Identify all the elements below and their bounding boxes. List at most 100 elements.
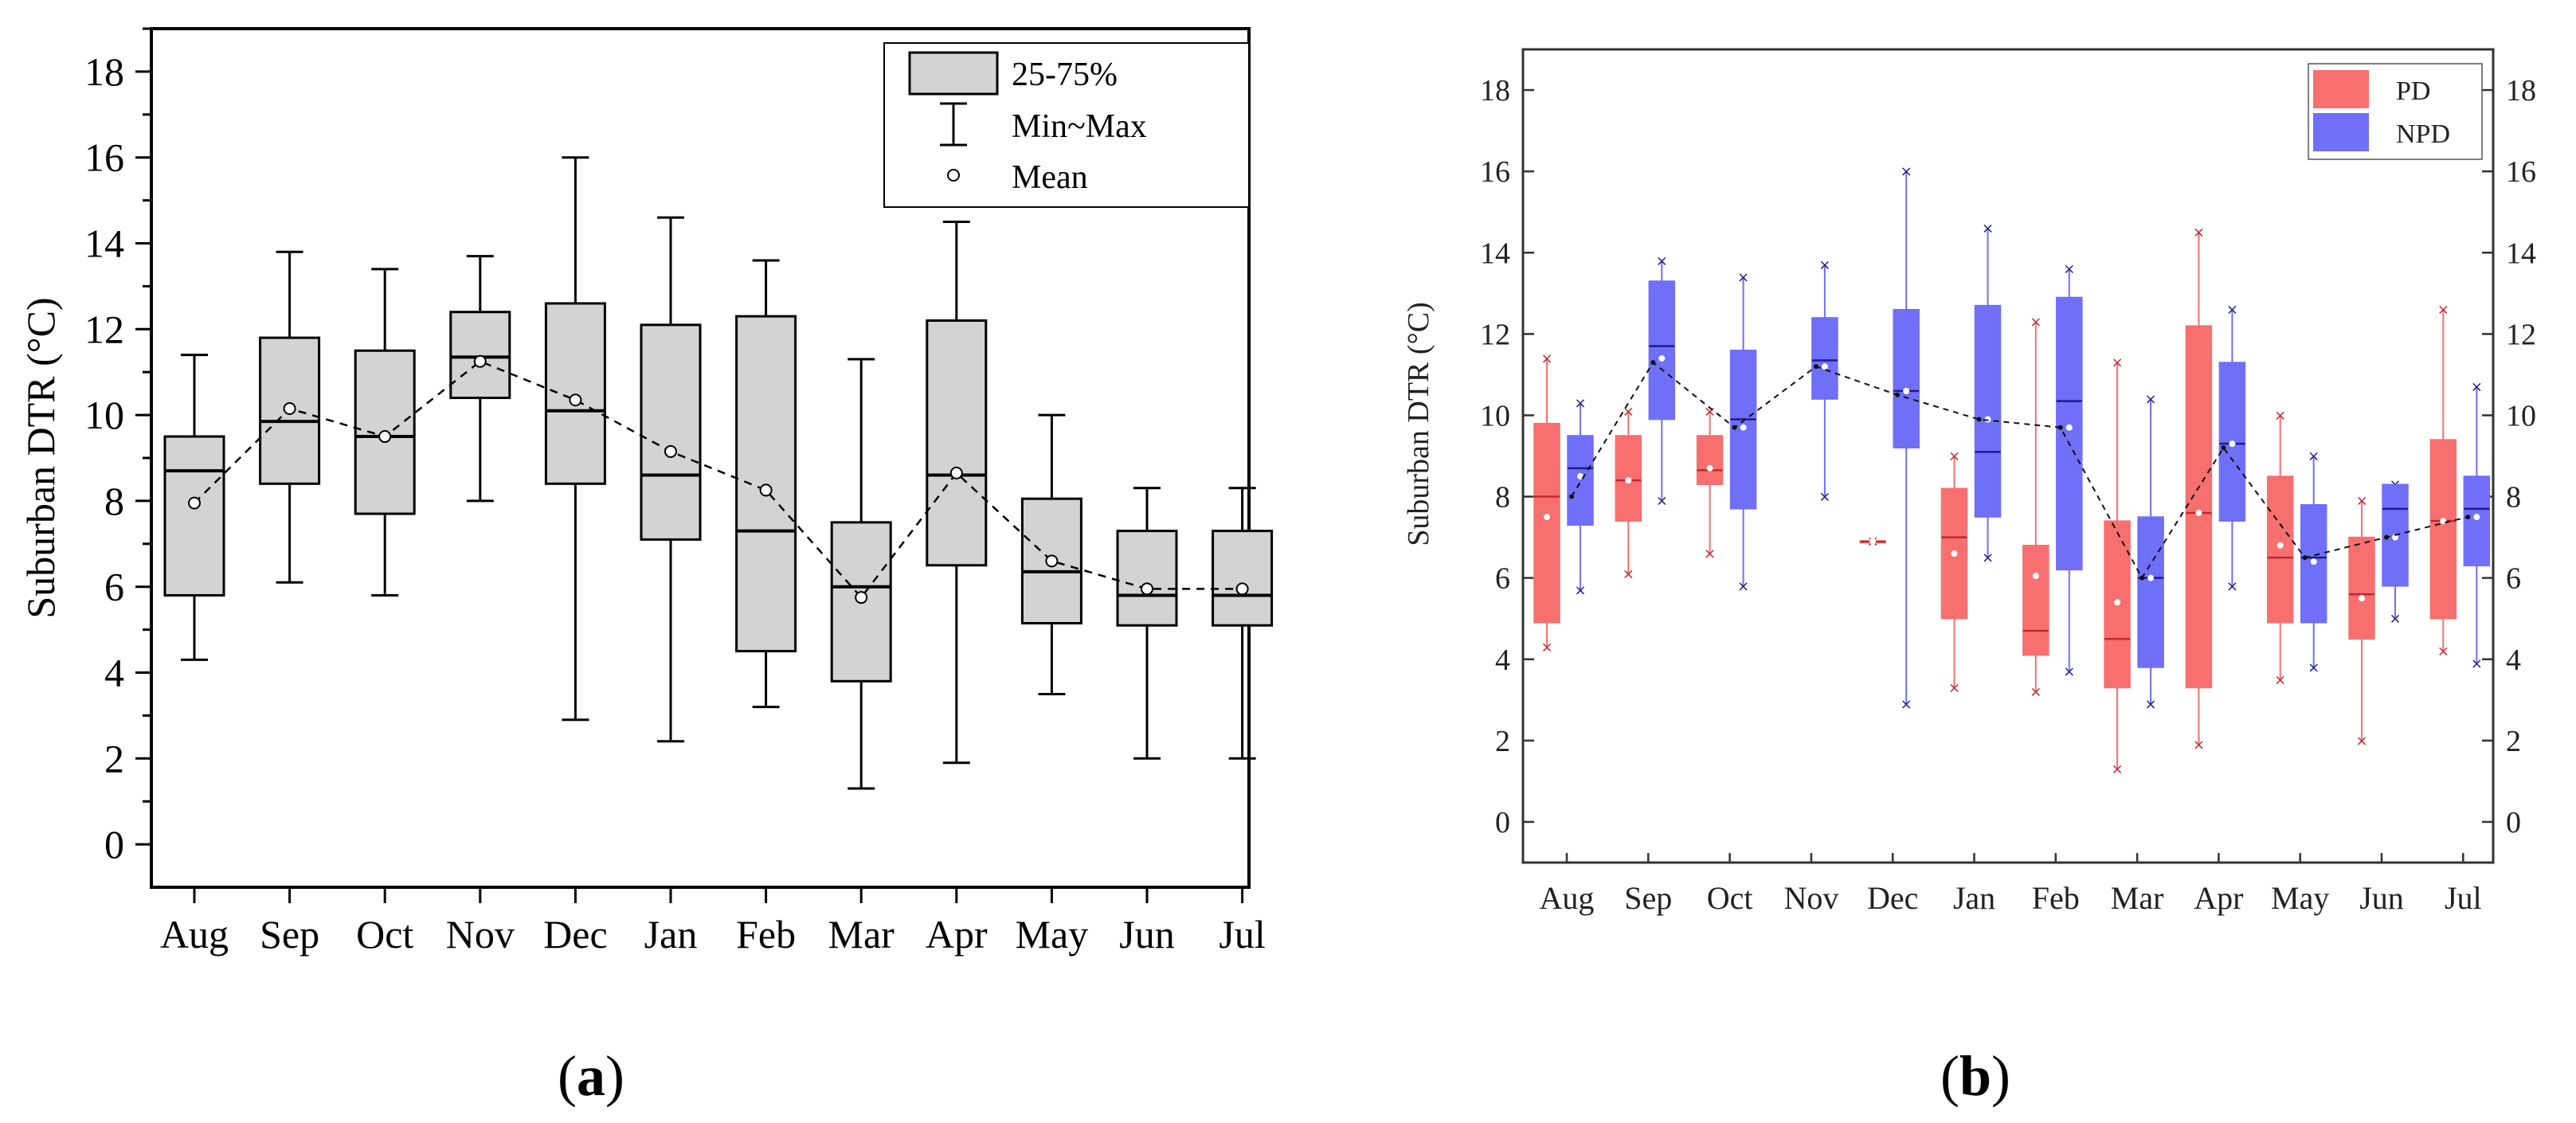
mean-point xyxy=(1235,582,1249,596)
x-tick-label: May xyxy=(2271,880,2329,916)
x-tick-label: Jul xyxy=(1219,912,1265,957)
x-tick-label: Mar xyxy=(828,912,895,957)
y-tick-label: 8 xyxy=(104,479,124,523)
mean-point xyxy=(2310,558,2317,565)
chart-b: 0 0 2 2 4 4 6 6 8 8 10 10 12 12 14 14 16 16 18 18 Suburban D… xyxy=(1402,48,2536,916)
max-marker: × xyxy=(1623,403,1634,420)
panel-label-a: (a) xyxy=(558,1044,624,1108)
box-iqr xyxy=(2463,475,2491,567)
max-marker: × xyxy=(1901,163,1912,180)
x-tick-label: Apr xyxy=(2194,880,2243,916)
box-iqr xyxy=(2137,516,2164,668)
mean-point xyxy=(1903,387,1910,394)
mean-line-point xyxy=(2465,515,2471,520)
y-tick-label: 16 xyxy=(84,135,124,180)
max-marker: × xyxy=(2274,407,2286,424)
mean-point xyxy=(1706,464,1713,472)
mean-line-point xyxy=(1895,392,1901,397)
min-marker: × xyxy=(1541,639,1552,655)
min-marker: × xyxy=(2274,671,2286,688)
min-marker: × xyxy=(2308,659,2320,676)
x-tick-label: Oct xyxy=(356,912,413,957)
mean-point xyxy=(1625,477,1632,484)
mean-point xyxy=(1045,554,1059,568)
y-tick-label: 0 xyxy=(1495,806,1510,839)
min-marker: × xyxy=(1818,489,1830,506)
mean-point xyxy=(1951,550,1958,558)
mean-line xyxy=(1571,361,2468,580)
mean-point xyxy=(2473,514,2480,521)
legend-label: Mean xyxy=(1012,159,1088,196)
mean-line-point xyxy=(1650,360,1656,366)
max-marker: × xyxy=(2063,261,2075,278)
mean-point xyxy=(2440,518,2447,525)
x-tick-label: Jan xyxy=(1953,880,1995,916)
max-marker: × xyxy=(2471,379,2483,396)
max-marker: × xyxy=(2193,225,2205,241)
mean-line xyxy=(194,360,1243,600)
y-tick-label: 18 xyxy=(84,49,124,94)
min-marker: × xyxy=(2355,733,2367,749)
y-tick-label: 4 xyxy=(1495,644,1510,677)
y-tick-label-right: 0 xyxy=(2506,806,2521,839)
y-axis-label: Suburban DTR (°C) xyxy=(1402,302,1435,546)
y-tick-label: 6 xyxy=(104,565,124,609)
mean-point xyxy=(759,483,773,497)
box-iqr xyxy=(2429,439,2457,620)
y-tick-label-right: 4 xyxy=(2506,644,2521,677)
max-marker: × xyxy=(1737,269,1749,286)
x-tick-label: Apr xyxy=(926,912,988,957)
x-tick-label: Jul xyxy=(2445,880,2482,916)
mean-point xyxy=(949,466,963,479)
x-tick-label: Jun xyxy=(2359,880,2404,916)
min-marker: × xyxy=(2193,737,2205,753)
panel-label-b: (b) xyxy=(1940,1044,2011,1108)
legend-swatch-npd xyxy=(2313,113,2369,151)
mean-point xyxy=(1869,538,1877,545)
min-marker: × xyxy=(2145,696,2157,713)
max-marker: × xyxy=(1704,403,1716,420)
box-iqr xyxy=(1696,435,1724,485)
y-tick-label: 10 xyxy=(84,393,124,437)
legend-swatch-pd xyxy=(2313,70,2369,108)
min-marker: × xyxy=(2389,611,2401,628)
y-tick-label-right: 16 xyxy=(2506,155,2536,189)
y-tick-label-right: 6 xyxy=(2506,562,2521,596)
box-iqr xyxy=(2022,545,2049,656)
legend-swatch-box xyxy=(908,51,999,96)
min-marker: × xyxy=(1948,679,1960,696)
min-marker: × xyxy=(2471,655,2483,672)
mean-line-point xyxy=(2302,555,2308,561)
mean-point xyxy=(569,393,582,407)
max-marker: × xyxy=(2437,302,2449,319)
legend-label: NPD xyxy=(2396,119,2450,149)
mean-point xyxy=(2114,599,2121,606)
mean-point xyxy=(2195,509,2202,516)
y-tick-label: 18 xyxy=(1480,74,1510,108)
box-iqr xyxy=(2266,475,2294,624)
y-axis-label: Suburban DTR (°C) xyxy=(18,297,63,618)
y-tick-label: 16 xyxy=(1480,155,1510,189)
box-iqr xyxy=(1893,308,1920,449)
max-marker: × xyxy=(1656,252,1668,269)
x-tick-label: Dec xyxy=(1867,880,1918,916)
x-tick-label: Nov xyxy=(1783,880,1838,916)
min-marker: × xyxy=(1574,582,1586,599)
y-tick-label: 6 xyxy=(1495,562,1510,596)
mean-point xyxy=(283,402,296,416)
x-tick-label: Jan xyxy=(644,912,698,957)
y-tick-label-right: 2 xyxy=(2506,725,2521,758)
min-marker: × xyxy=(1901,696,1912,713)
max-marker: × xyxy=(2112,354,2124,371)
mean-point xyxy=(1821,363,1828,370)
y-tick-label: 10 xyxy=(1480,399,1510,432)
legend-label: 25-75% xyxy=(1012,57,1118,93)
min-marker: × xyxy=(2437,644,2449,660)
x-tick-label: Feb xyxy=(2032,880,2080,916)
min-marker: × xyxy=(2063,663,2075,680)
mean-point xyxy=(2277,542,2284,549)
y-tick-label: 12 xyxy=(84,307,124,351)
max-marker: × xyxy=(1948,448,1960,465)
x-tick-label: Sep xyxy=(260,912,319,957)
y-tick-label-right: 8 xyxy=(2506,481,2521,515)
